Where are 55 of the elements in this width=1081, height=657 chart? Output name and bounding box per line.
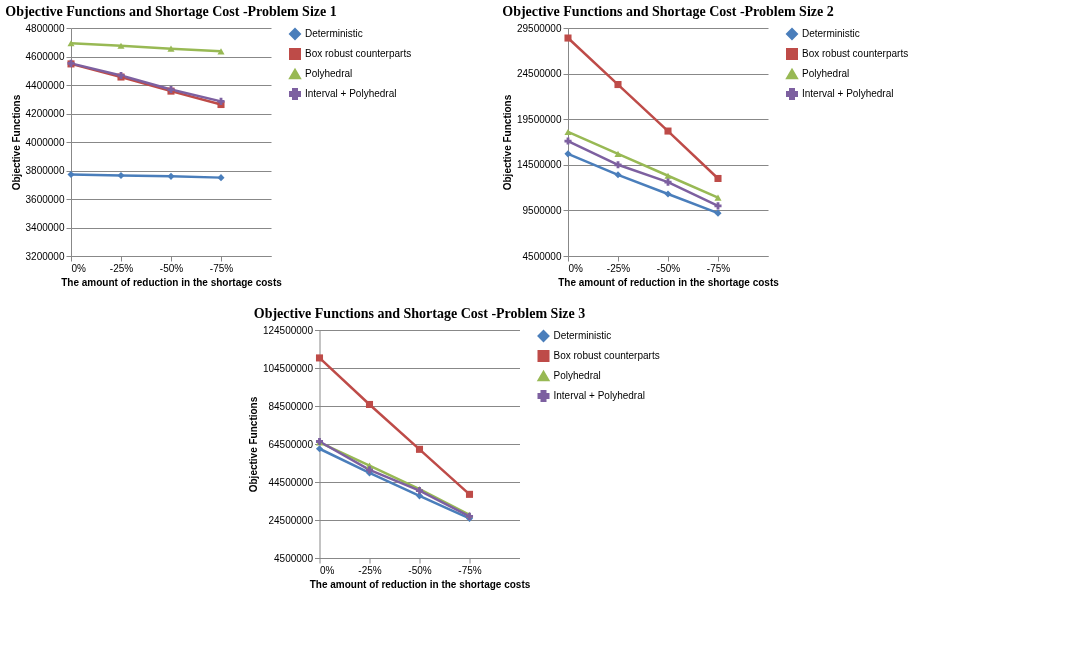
chart-title: Objective Functions and Shortage Cost -Problem Size 2: [502, 4, 834, 19]
legend-label: Box robust counterparts: [553, 350, 660, 361]
legend-label: Box robust counterparts: [305, 48, 412, 59]
x-tick-label: -25%: [606, 262, 631, 274]
y-tick-label: 44500000: [268, 476, 314, 488]
legend-label: Box robust counterparts: [802, 48, 909, 59]
y-axis-title: Objective Functions: [502, 94, 514, 191]
x-tick-label: -50%: [159, 262, 184, 274]
x-tick-label: -75%: [209, 262, 234, 274]
x-tick-label: -50%: [656, 262, 681, 274]
legend-label: Polyhedral: [553, 370, 601, 381]
legend-label: Interval + Polyhedral: [305, 88, 397, 99]
y-tick-label: 29500000: [517, 22, 562, 34]
x-tick-label: -50%: [408, 564, 432, 576]
y-tick-label: 3800000: [25, 165, 65, 176]
x-axis-title: The amount of reduction in the shortage costs: [61, 276, 283, 288]
legend-label: Polyhedral: [802, 68, 850, 79]
y-tick-label: 4400000: [25, 79, 65, 91]
y-tick-label: 24500000: [517, 68, 562, 80]
x-tick-label: -25%: [109, 262, 134, 274]
chart-title: Objective Functions and Shortage Cost -Problem Size 1: [5, 4, 337, 19]
y-tick-label: 4800000: [25, 22, 65, 34]
y-tick-label: 4500000: [274, 552, 314, 564]
y-tick-label: 124500000: [262, 324, 314, 336]
y-tick-label: 19500000: [517, 113, 562, 125]
y-axis-title: Objective Functions: [247, 396, 259, 493]
x-tick-label: 0%: [568, 262, 584, 274]
x-tick-label: -25%: [358, 564, 382, 576]
x-axis-title: The amount of reduction in the shortage costs: [558, 276, 780, 288]
x-axis-title: The amount of reduction in the shortage costs: [309, 578, 531, 590]
y-tick-label: 64500000: [268, 438, 314, 450]
y-tick-label: 3400000: [25, 222, 65, 233]
y-tick-label: 4500000: [522, 250, 562, 262]
x-tick-label: 0%: [71, 262, 87, 274]
legend-label: Polyhedral: [305, 68, 353, 79]
legend-label: Interval + Polyhedral: [802, 88, 894, 99]
y-tick-label: 3600000: [25, 193, 65, 205]
y-tick-label: 14500000: [517, 159, 562, 171]
x-tick-label: 0%: [320, 564, 335, 576]
y-tick-label: 84500000: [268, 400, 314, 412]
y-tick-label: 104500000: [262, 362, 314, 374]
legend-label: Interval + Polyhedral: [553, 390, 645, 401]
legend-label: Deterministic: [305, 28, 363, 39]
y-tick-label: 4200000: [25, 108, 65, 119]
chart-title: Objective Functions and Shortage Cost -Problem Size 3: [253, 306, 586, 321]
legend-label: Deterministic: [802, 28, 860, 39]
x-tick-label: -75%: [706, 262, 731, 274]
legend-label: Deterministic: [553, 330, 612, 341]
y-tick-label: 9500000: [522, 204, 562, 216]
y-tick-label: 24500000: [268, 514, 314, 526]
y-axis-title: Objective Functions: [10, 94, 22, 191]
y-tick-label: 4600000: [25, 51, 65, 62]
y-tick-label: 3200000: [25, 250, 65, 262]
y-tick-label: 4000000: [25, 136, 65, 148]
x-tick-label: -75%: [458, 564, 482, 576]
